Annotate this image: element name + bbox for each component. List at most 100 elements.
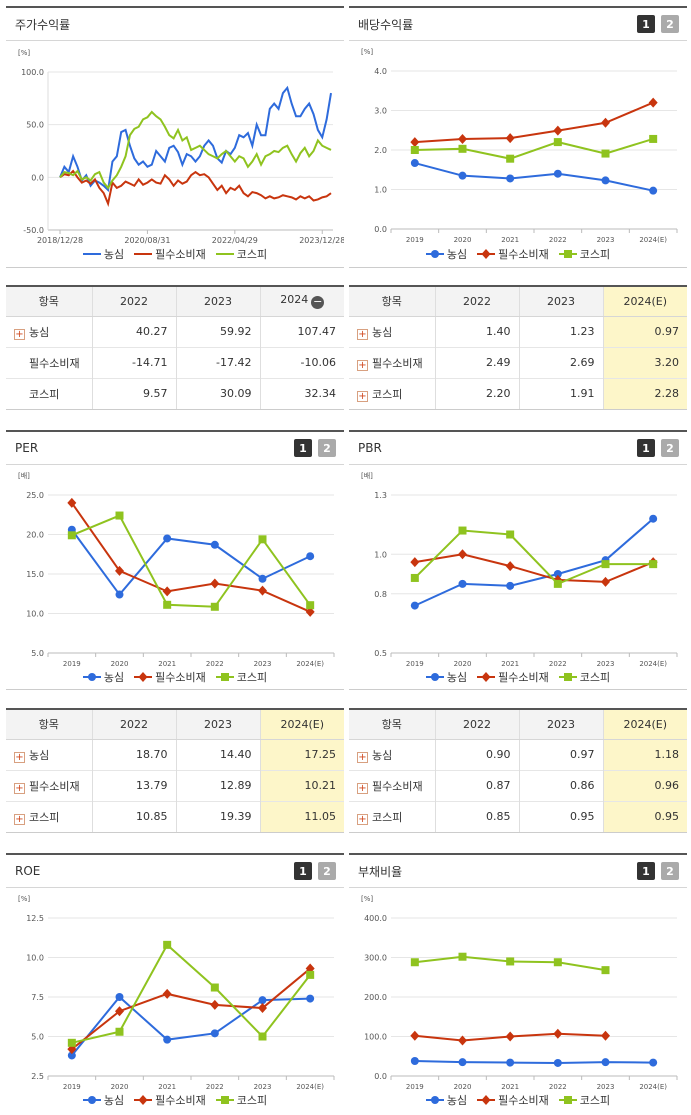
- tab-2[interactable]: 2: [318, 862, 336, 880]
- legend-item-nongshim: 농심: [425, 669, 467, 685]
- table-cell: 18.70: [91, 738, 176, 770]
- table-cell: 17.25: [259, 738, 344, 770]
- expand-icon[interactable]: +: [14, 328, 25, 340]
- table-cell: 2.20: [434, 377, 519, 409]
- legend-label: 코스피: [236, 671, 268, 684]
- data-point-nongshim: [410, 601, 419, 610]
- expand-icon[interactable]: +: [357, 782, 368, 794]
- tab-1[interactable]: 1: [637, 15, 655, 33]
- y-tick-label: 0.0: [374, 1072, 387, 1081]
- legend-swatch: [134, 1095, 153, 1105]
- x-tick-label: 2021: [501, 236, 519, 244]
- legend-marker: [481, 1095, 491, 1105]
- panel-title: 부채비율: [358, 864, 403, 879]
- x-tick-label: 2019: [406, 1083, 424, 1091]
- unit-label: [%]: [361, 895, 373, 903]
- data-point-nongshim: [458, 579, 467, 588]
- series-line-kospi: [414, 137, 654, 160]
- y-tick-label: 0.5: [374, 649, 387, 658]
- y-tick-label: -50.0: [23, 226, 44, 235]
- row-label[interactable]: + 코스피: [6, 800, 92, 832]
- column-header: 항목: [349, 710, 435, 740]
- data-point-nongshim: [553, 570, 562, 578]
- table-cell: 0.95: [518, 800, 603, 832]
- data-point-nongshim: [410, 1056, 419, 1065]
- expand-icon[interactable]: +: [357, 751, 368, 763]
- data-point-kospi: [258, 1032, 267, 1041]
- table-cell: 19.39: [175, 800, 260, 832]
- expand-icon[interactable]: +: [357, 328, 368, 340]
- series-line-kospi: [414, 529, 654, 586]
- table-cell: 10.21: [259, 769, 344, 801]
- collapse-icon[interactable]: −: [311, 295, 325, 310]
- tab-1[interactable]: 1: [294, 439, 312, 457]
- row-label[interactable]: + 필수소비재: [349, 346, 435, 378]
- row-label[interactable]: + 필수소비재: [6, 769, 92, 801]
- data-point-kospi: [115, 1027, 124, 1036]
- data-point-kospi: [67, 1038, 76, 1047]
- table-row: 코스피 9.57 30.09 32.34: [6, 377, 344, 409]
- legend-swatch: [558, 1096, 577, 1104]
- data-point-consumer: [553, 1028, 563, 1039]
- column-header: 2022: [91, 287, 176, 317]
- expand-icon[interactable]: +: [357, 390, 368, 402]
- series-line-kospi: [71, 514, 311, 608]
- data-point-kospi: [410, 573, 419, 582]
- column-header: 2024(E): [259, 710, 344, 740]
- row-label[interactable]: + 농심: [6, 738, 92, 770]
- x-tick-label: 2024(E): [639, 236, 667, 244]
- series-line-nongshim: [414, 1059, 654, 1064]
- tab-1[interactable]: 1: [294, 862, 312, 880]
- tab-1[interactable]: 1: [637, 862, 655, 880]
- y-tick-label: 5.0: [31, 1033, 44, 1042]
- row-label[interactable]: + 농심: [349, 738, 435, 770]
- table-row: + 농심 1.40 1.23 0.97: [349, 315, 687, 347]
- table-cell: 0.97: [602, 315, 687, 347]
- table-cell: 2.49: [434, 346, 519, 378]
- legend-item-consumer: 필수소비재: [477, 669, 549, 685]
- chart-area: [%] 12.5 10.0 7.5 5.0 2.5 2019 2020 2021 2022 2023…: [6, 888, 344, 1113]
- table-cell: 0.95: [602, 800, 687, 832]
- row-label[interactable]: + 코스피: [349, 377, 435, 409]
- series-line-consumer: [71, 502, 311, 613]
- column-header: 2022: [91, 710, 176, 740]
- table-row: + 코스피 0.85 0.95 0.95: [349, 800, 687, 832]
- table-row: + 농심 0.90 0.97 1.18: [349, 738, 687, 770]
- legend-label: 농심: [103, 1094, 125, 1107]
- y-tick-label: 10.0: [26, 954, 44, 963]
- tab-2[interactable]: 2: [661, 862, 679, 880]
- table-cell: 59.92: [175, 315, 260, 347]
- panel-header: 부채비율 1 2: [349, 855, 687, 888]
- legend-marker: [220, 1096, 229, 1104]
- data-point-nongshim: [458, 171, 467, 180]
- row-label[interactable]: + 코스피: [349, 800, 435, 832]
- row-label[interactable]: + 농심: [6, 315, 92, 347]
- tab-1[interactable]: 1: [637, 439, 655, 457]
- table-cell: 10.85: [91, 800, 176, 832]
- tab-2[interactable]: 2: [661, 15, 679, 33]
- tab-2[interactable]: 2: [661, 439, 679, 457]
- row-label[interactable]: + 농심: [349, 315, 435, 347]
- roe-chart: [%] 12.5 10.0 7.5 5.0 2.5 2019 2020 2021 2022 2023…: [18, 895, 335, 1091]
- row-label[interactable]: + 필수소비재: [349, 769, 435, 801]
- legend-label: 필수소비재: [155, 1094, 206, 1107]
- legend-label: 필수소비재: [498, 1094, 549, 1107]
- expand-icon[interactable]: +: [357, 359, 368, 371]
- y-tick-label: 0.0: [31, 173, 44, 182]
- expand-icon[interactable]: +: [357, 813, 368, 825]
- y-tick-label: 1.0: [374, 550, 387, 559]
- chart-legend: 농심 필수소비재 코스피: [6, 1092, 344, 1108]
- unit-label: [%]: [18, 895, 30, 903]
- data-point-consumer: [458, 1035, 467, 1046]
- table-cell: 1.23: [518, 315, 603, 347]
- debt-ratio-chart: [%] 400.0 300.0 200.0 100.0 0.0 2019 2020 2021 20…: [361, 895, 678, 1091]
- data-point-consumer: [505, 561, 515, 572]
- series-line-nongshim: [71, 995, 311, 1057]
- tab-2[interactable]: 2: [318, 439, 336, 457]
- expand-icon[interactable]: +: [14, 813, 25, 825]
- expand-icon[interactable]: +: [14, 751, 25, 763]
- legend-item-nongshim: 농심: [82, 246, 124, 262]
- expand-icon[interactable]: +: [14, 782, 25, 794]
- table-cell: 1.91: [518, 377, 603, 409]
